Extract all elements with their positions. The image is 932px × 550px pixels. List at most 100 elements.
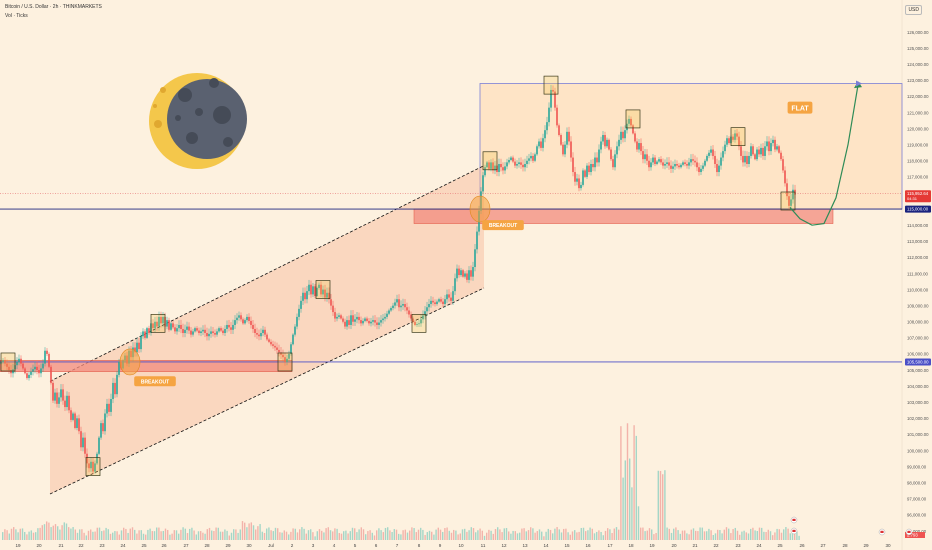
x-tick-label: 27 — [820, 543, 826, 548]
candle-body — [750, 146, 752, 156]
volume-bar — [204, 533, 206, 540]
candle-body — [772, 139, 774, 144]
volume-bar — [576, 532, 578, 540]
volume-bar — [96, 527, 98, 540]
candle-body — [394, 302, 396, 306]
volume-bar — [305, 533, 307, 540]
candle-body — [612, 159, 614, 168]
candle-body — [524, 163, 526, 168]
breakout-circle — [119, 348, 141, 376]
candle-body — [338, 315, 340, 317]
volume-bar — [787, 528, 789, 540]
y-tick-label: 95,000.00 — [907, 529, 927, 534]
candle-body — [70, 410, 72, 420]
candle-body — [118, 361, 120, 375]
candle-body — [340, 315, 342, 319]
candle-body — [222, 330, 224, 334]
candle-body — [40, 368, 42, 374]
candle-body — [210, 331, 212, 334]
candle-body — [206, 333, 208, 337]
candle-body — [146, 328, 148, 338]
currency-badge[interactable]: USD — [905, 5, 922, 15]
volume-bar — [699, 527, 701, 540]
candle-body — [408, 310, 410, 315]
volume-bar — [670, 532, 673, 540]
candle-body — [684, 162, 686, 164]
volume-bar — [248, 523, 250, 540]
y-tick-label: 108,000.00 — [907, 320, 929, 325]
y-tick-label: 114,000.00 — [907, 223, 929, 228]
x-tick-label: 15 — [564, 543, 570, 548]
y-tick-label: 123,000.00 — [907, 78, 929, 83]
pivot-highlight — [85, 457, 101, 476]
candle-body — [76, 418, 78, 428]
candle-body — [190, 330, 192, 335]
volume-bar — [149, 528, 151, 540]
candle-body — [574, 172, 576, 182]
volume-bar — [714, 533, 717, 540]
candle-body — [774, 139, 776, 150]
candle-body — [2, 360, 4, 362]
volume-bar — [442, 531, 444, 540]
candle-body — [688, 162, 690, 166]
candle-body — [556, 107, 558, 126]
volume-bar — [83, 532, 85, 540]
candle-body — [276, 347, 278, 350]
volume-bar — [620, 426, 622, 540]
x-tick-label: 19 — [649, 543, 655, 548]
volume-bar — [103, 530, 105, 540]
candle-body — [628, 118, 630, 124]
volume-bar — [228, 535, 230, 540]
candle-body — [754, 154, 756, 160]
volume-bar — [184, 528, 186, 540]
volume-bar — [79, 529, 81, 540]
x-tick-label: 25 — [141, 543, 147, 548]
volume-bar — [314, 536, 316, 540]
volume-bar — [98, 527, 101, 540]
candle-body — [384, 316, 386, 319]
volume-bar — [437, 527, 439, 540]
level-tag — [905, 358, 931, 366]
candle-body — [548, 107, 550, 123]
candle-body — [534, 154, 536, 161]
volume-bar — [59, 529, 61, 540]
volume-bar — [211, 530, 213, 540]
candle-body — [102, 423, 104, 432]
candle-body — [432, 300, 434, 303]
candle-body — [756, 149, 758, 160]
candle-body — [748, 155, 750, 164]
y-tick-label: 112,000.00 — [907, 255, 929, 260]
x-tick-label: 13 — [522, 543, 528, 548]
candle-body — [134, 347, 136, 353]
candle-body — [452, 291, 454, 301]
volume-bar — [169, 534, 171, 540]
x-tick-label: 29 — [863, 543, 869, 548]
volume-bar — [666, 527, 668, 540]
candle-body — [152, 323, 154, 329]
candle-body — [618, 139, 620, 147]
volume-bar — [153, 531, 156, 540]
candle-body — [116, 374, 118, 395]
volume-bar — [486, 532, 488, 540]
candle-body — [266, 334, 268, 340]
volume-bar — [521, 528, 523, 540]
candle-body — [42, 363, 44, 369]
volume-bar — [195, 534, 197, 540]
candle-body — [554, 91, 556, 108]
candle-body — [264, 329, 266, 335]
candle-body — [72, 413, 74, 420]
volume-bar — [626, 423, 629, 540]
volume-bar — [483, 535, 486, 540]
volume-bar — [536, 531, 538, 540]
volume-bar — [270, 530, 272, 540]
volume-bar — [116, 531, 118, 540]
candle-body — [154, 321, 156, 329]
volume-bar — [345, 530, 347, 540]
candle-body — [620, 131, 622, 140]
candle-body — [100, 423, 102, 438]
candle-body — [192, 331, 194, 335]
candle-body — [372, 320, 374, 322]
candle-body — [602, 135, 604, 142]
